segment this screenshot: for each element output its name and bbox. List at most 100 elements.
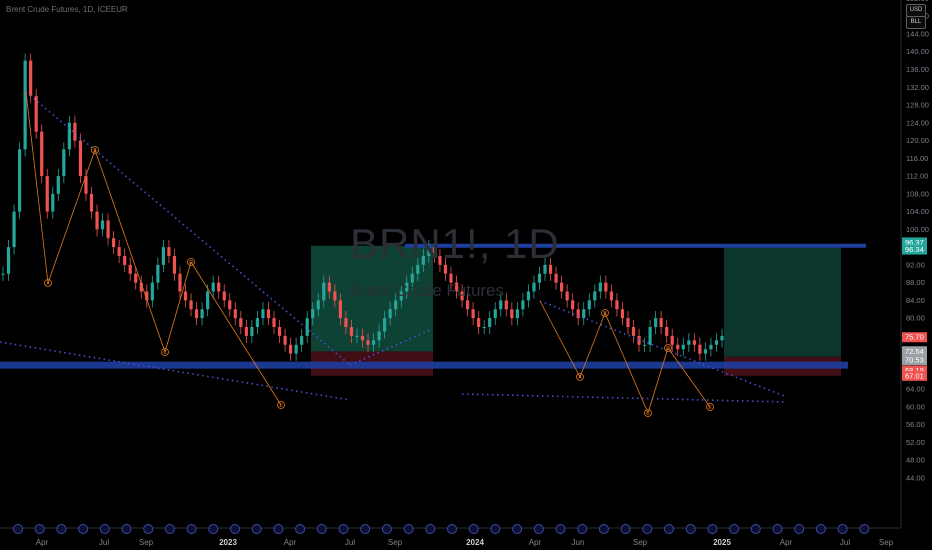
candle-body bbox=[521, 300, 525, 310]
y-tick-label: 112.00 bbox=[906, 172, 928, 181]
candle-body bbox=[620, 309, 625, 319]
price-tag-label: 67.01 bbox=[905, 371, 924, 380]
candle-body bbox=[698, 344, 702, 354]
candle-body bbox=[421, 255, 425, 265]
candle-body bbox=[117, 247, 121, 256]
price-tag-label: 96.37 bbox=[905, 238, 924, 247]
candle-body bbox=[305, 318, 309, 336]
candle-body bbox=[1, 273, 5, 275]
event-marker-icon bbox=[99, 524, 110, 534]
wave-label: A bbox=[578, 375, 582, 381]
event-marker-icon bbox=[56, 524, 67, 534]
candle-body bbox=[714, 340, 719, 345]
candle-body bbox=[637, 335, 641, 345]
x-tick-label: 2024 bbox=[466, 538, 484, 547]
target-zone-1 bbox=[311, 245, 433, 352]
wave-marker bbox=[91, 146, 99, 154]
candle-body bbox=[206, 291, 210, 310]
candle-body bbox=[95, 211, 99, 230]
candle-body bbox=[272, 318, 276, 328]
candle-body bbox=[443, 264, 448, 274]
candle-body bbox=[593, 291, 597, 301]
event-marker-icon bbox=[729, 524, 740, 534]
x-tick-label: Jul bbox=[840, 538, 850, 547]
candle-body bbox=[670, 335, 674, 345]
wave-label: C bbox=[163, 350, 167, 356]
x-tick-label: Sep bbox=[879, 538, 894, 547]
candle-body bbox=[377, 331, 381, 341]
candle-body bbox=[178, 273, 182, 292]
y-tick-label: 48.00 bbox=[906, 456, 925, 465]
candle-body bbox=[161, 247, 165, 265]
candle-body bbox=[576, 309, 580, 319]
event-marker-icon bbox=[490, 524, 501, 534]
x-tick-label: Jul bbox=[99, 538, 109, 547]
event-marker-icon bbox=[251, 524, 262, 534]
candle-body bbox=[631, 327, 636, 336]
price-tag-label: 72.54 bbox=[905, 347, 924, 356]
x-tick-label: Sep bbox=[388, 538, 403, 547]
candle-body bbox=[300, 335, 304, 345]
upper-trendline-2 bbox=[539, 300, 788, 398]
wave-marker bbox=[576, 373, 584, 381]
event-marker-icon bbox=[360, 524, 371, 534]
candle-body bbox=[139, 282, 143, 292]
candle-body bbox=[504, 300, 508, 310]
price-tag-label: 75.70 bbox=[905, 333, 924, 342]
wave-marker bbox=[277, 401, 285, 409]
price-tag-label: 68.19 bbox=[905, 366, 924, 375]
y-tick-label: 60.00 bbox=[906, 402, 925, 411]
wave-marker bbox=[706, 403, 714, 411]
candle-body bbox=[261, 309, 265, 319]
x-tick-label: Apr bbox=[284, 538, 297, 547]
candle-body bbox=[344, 318, 348, 328]
wave-marker bbox=[601, 309, 609, 317]
candle-body bbox=[510, 309, 514, 319]
event-marker-icon bbox=[533, 524, 544, 534]
event-marker-icon bbox=[555, 524, 566, 534]
candle-body bbox=[67, 122, 71, 150]
y-tick-label: 84.00 bbox=[906, 296, 925, 305]
candle-body bbox=[311, 309, 315, 319]
event-marker-icon bbox=[750, 524, 761, 534]
candle-body bbox=[150, 282, 154, 301]
wave-marker bbox=[187, 258, 195, 266]
candle-body bbox=[427, 247, 431, 256]
chart-header: Brent Crude Futures, 1D, ICEEUR bbox=[6, 5, 128, 14]
event-marker-icon bbox=[859, 524, 870, 534]
candle-body bbox=[17, 149, 22, 212]
candle-body bbox=[515, 309, 519, 319]
candle-body bbox=[560, 282, 564, 292]
price-tag bbox=[902, 237, 927, 248]
event-marker-icon bbox=[707, 524, 718, 534]
event-marker-icon bbox=[512, 524, 523, 534]
unit-badge[interactable]: BLL bbox=[906, 16, 926, 29]
candle-body bbox=[526, 291, 531, 301]
wave-label: C bbox=[646, 411, 650, 417]
candle-body bbox=[250, 327, 254, 336]
candle-body bbox=[145, 291, 149, 301]
price-tag bbox=[902, 346, 927, 357]
x-tick-label: Sep bbox=[633, 538, 648, 547]
event-marker-icon bbox=[208, 524, 219, 534]
candle-body bbox=[200, 309, 204, 319]
wave-path-2 bbox=[539, 300, 711, 415]
candle-body bbox=[40, 131, 44, 177]
wave-label: D bbox=[189, 260, 193, 266]
y-tick-label: 124.00 bbox=[906, 118, 929, 127]
y-tick-label: 116.00 bbox=[906, 154, 928, 163]
candle-body bbox=[615, 300, 619, 310]
y-tick-label: 104.00 bbox=[906, 207, 929, 216]
wave-label: B bbox=[93, 148, 97, 154]
candle-body bbox=[493, 309, 497, 319]
candle-body bbox=[62, 149, 66, 177]
candle-body bbox=[51, 193, 55, 212]
wave-label: E bbox=[279, 403, 283, 409]
candle-body bbox=[499, 300, 503, 310]
y-tick-label: 44.00 bbox=[906, 473, 925, 482]
candle-body bbox=[233, 309, 237, 319]
price-tag bbox=[902, 355, 927, 366]
event-marker-icon bbox=[230, 524, 240, 534]
event-marker-icon bbox=[338, 524, 349, 534]
